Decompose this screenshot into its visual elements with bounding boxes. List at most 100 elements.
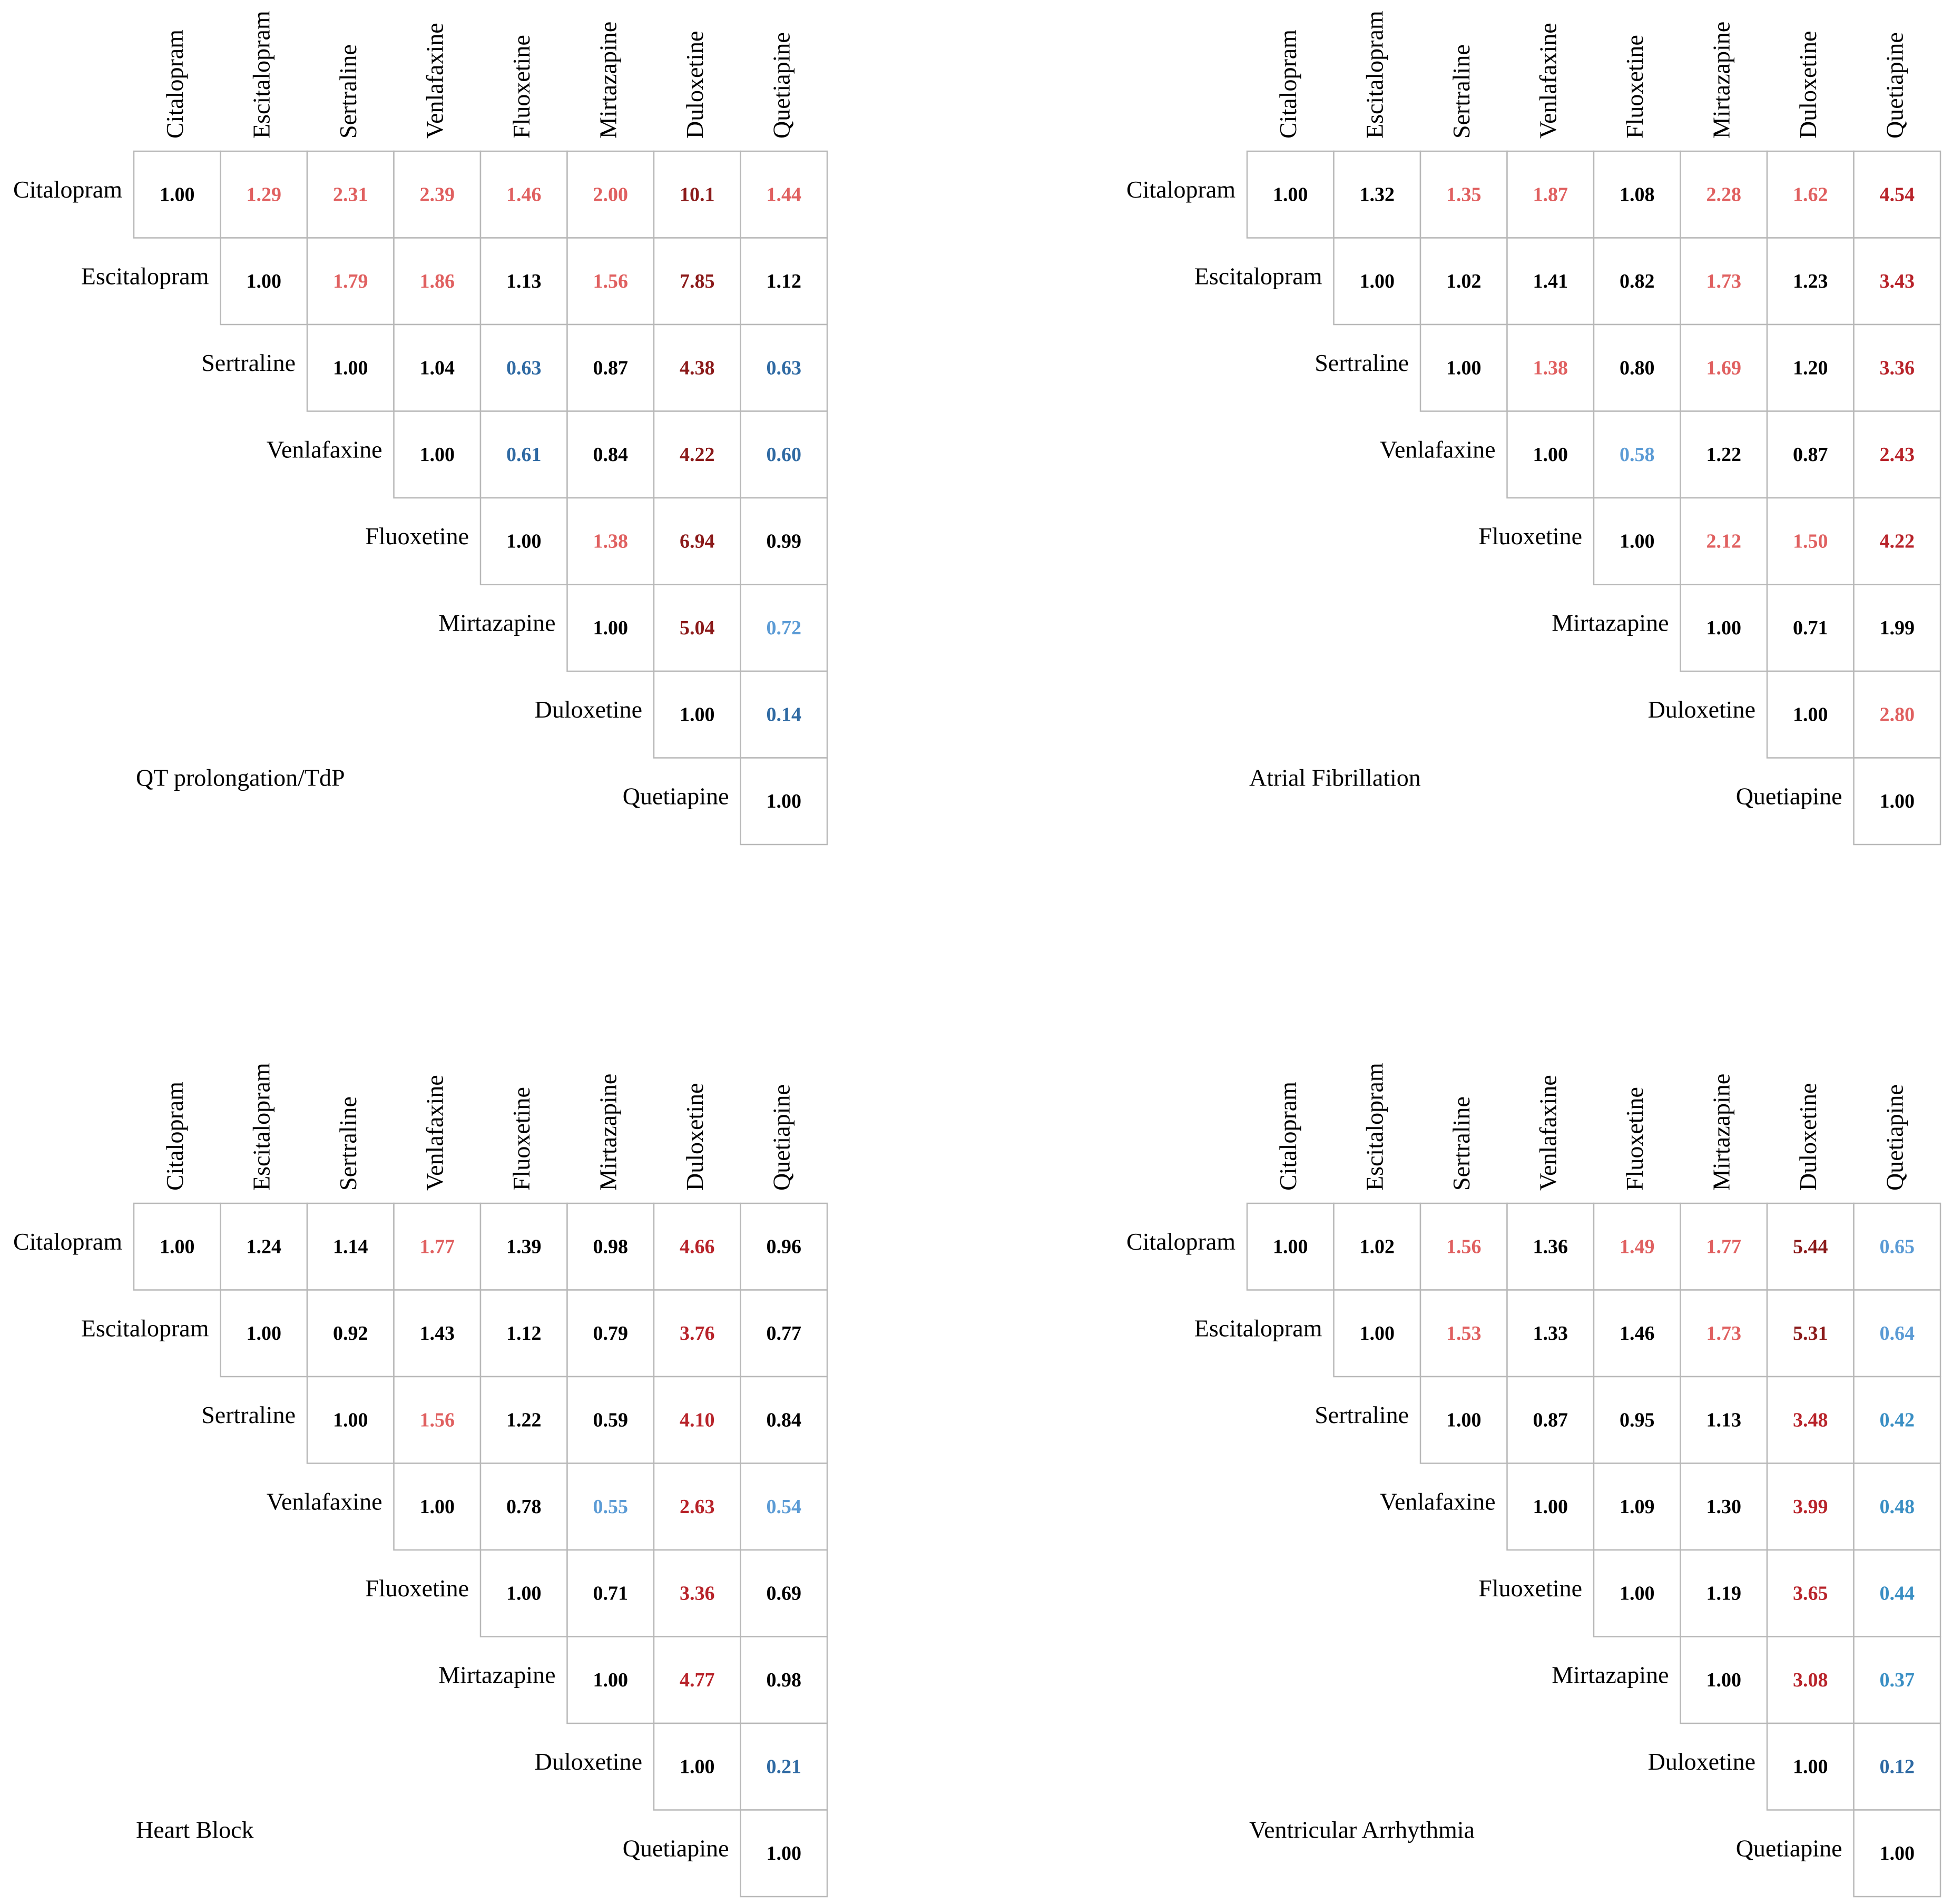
cell	[220, 150, 308, 239]
cell-value: 1.00	[1880, 790, 1915, 812]
cell-value: 0.82	[1620, 270, 1655, 292]
cell-value: 0.98	[767, 1669, 802, 1691]
cell	[1593, 237, 1681, 326]
cell	[393, 1289, 482, 1378]
column-header: Fluoxetine	[508, 1087, 535, 1191]
cell-value: 0.63	[506, 357, 542, 379]
cell-value: 1.77	[1706, 1235, 1742, 1258]
cell	[1593, 323, 1681, 412]
cell-value: 0.21	[767, 1755, 802, 1778]
cell-value: 1.00	[333, 1409, 368, 1431]
league-table: Citalopram Escitalopram Sertraline Venlafax…	[1126, 11, 1941, 846]
cell-value: 1.24	[247, 1235, 282, 1258]
row-label: Quetiapine	[1736, 782, 1842, 809]
cell-value: 0.80	[1620, 357, 1655, 379]
cell-value: 0.63	[767, 357, 802, 379]
cell	[220, 1289, 308, 1378]
cell-value: 1.00	[420, 444, 455, 466]
cell-value: 1.22	[1706, 444, 1742, 466]
row-label: Venlafaxine	[1380, 1488, 1496, 1515]
cell	[1593, 1549, 1681, 1637]
cell	[566, 1463, 655, 1551]
cell-value: 2.63	[680, 1496, 715, 1518]
cell-value: 3.48	[1793, 1409, 1828, 1431]
cell	[479, 323, 568, 412]
row-label: Venlafaxine	[267, 436, 382, 463]
column-header: Escitalopram	[1361, 11, 1388, 139]
panel-title: Heart Block	[136, 1817, 254, 1843]
cell	[1680, 1376, 1768, 1464]
column-header: Quetiapine	[1881, 32, 1908, 139]
cell-value: 0.12	[1880, 1755, 1915, 1778]
cell-value: 1.32	[1360, 183, 1395, 205]
cell	[479, 237, 568, 326]
cell-value: 1.12	[506, 1322, 542, 1344]
column-header: Duloxetine	[1794, 31, 1821, 139]
cell-value: 2.43	[1880, 444, 1915, 466]
cell-value: 1.00	[506, 530, 542, 552]
cell-value: 1.00	[1793, 1755, 1828, 1778]
row-label: Quetiapine	[623, 782, 729, 809]
cell	[1593, 1289, 1681, 1378]
cell	[1853, 150, 1941, 239]
cell-value: 7.85	[680, 270, 715, 292]
column-header: Venlafaxine	[1534, 1075, 1561, 1191]
cell-value: 1.00	[1446, 1409, 1482, 1431]
cell-value: 2.80	[1880, 703, 1915, 725]
cell-value: 1.56	[1446, 1235, 1482, 1258]
cell-value: 1.46	[1620, 1322, 1655, 1344]
cell	[1680, 584, 1768, 672]
cell-value: 3.76	[680, 1322, 715, 1344]
column-header: Quetiapine	[768, 32, 795, 139]
cell-value: 0.37	[1880, 1669, 1915, 1691]
cell-value: 1.30	[1706, 1496, 1742, 1518]
cell-value: 0.87	[1533, 1409, 1568, 1431]
cell	[566, 497, 655, 585]
cell-value: 1.87	[1533, 183, 1568, 205]
cell	[306, 1202, 395, 1291]
column-header: Citalopram	[161, 30, 188, 139]
cell	[740, 1463, 828, 1551]
cell	[220, 1202, 308, 1291]
row-label: Escitalopram	[1194, 1314, 1322, 1341]
cell	[740, 323, 828, 412]
cell-value: 5.31	[1793, 1322, 1828, 1344]
cell-value: 1.00	[767, 1842, 802, 1864]
cell-value: 1.77	[420, 1235, 455, 1258]
cell	[1593, 1376, 1681, 1464]
cell-value: 2.31	[333, 183, 368, 205]
row-label: Duloxetine	[1648, 1748, 1755, 1775]
cell-value: 0.72	[767, 617, 802, 639]
cell-value: 3.43	[1880, 270, 1915, 292]
cell-value: 1.00	[247, 1322, 282, 1344]
cell-value: 1.86	[420, 270, 455, 292]
cell	[740, 1722, 828, 1811]
cell-value: 1.00	[1273, 1235, 1308, 1258]
row-label: Venlafaxine	[1380, 436, 1496, 463]
cell	[1766, 237, 1855, 326]
cell	[566, 1636, 655, 1724]
cell-value: 0.54	[767, 1496, 802, 1518]
cell	[133, 1202, 221, 1291]
row-label: Quetiapine	[1736, 1834, 1842, 1861]
cell	[1853, 1809, 1941, 1898]
column-header: Escitalopram	[248, 11, 274, 139]
cell-value: 1.00	[160, 183, 195, 205]
cell	[1680, 1636, 1768, 1724]
cell-value: 3.65	[1793, 1582, 1828, 1604]
cell-value: 0.48	[1880, 1496, 1915, 1518]
cell	[1680, 150, 1768, 239]
column-header: Fluoxetine	[1621, 35, 1648, 139]
cell-value: 1.73	[1706, 1322, 1742, 1344]
cell-value: 1.79	[333, 270, 368, 292]
row-label: Mirtazapine	[1552, 1661, 1669, 1688]
cell-value: 1.00	[1446, 357, 1482, 379]
cell	[1766, 1722, 1855, 1811]
cell-value: 0.79	[593, 1322, 629, 1344]
cell-value: 0.77	[767, 1322, 802, 1344]
cell	[1419, 150, 1508, 239]
cell	[393, 323, 482, 412]
cell	[1766, 323, 1855, 412]
cell-value: 1.44	[767, 183, 802, 205]
cell-value: 4.54	[1880, 183, 1915, 205]
